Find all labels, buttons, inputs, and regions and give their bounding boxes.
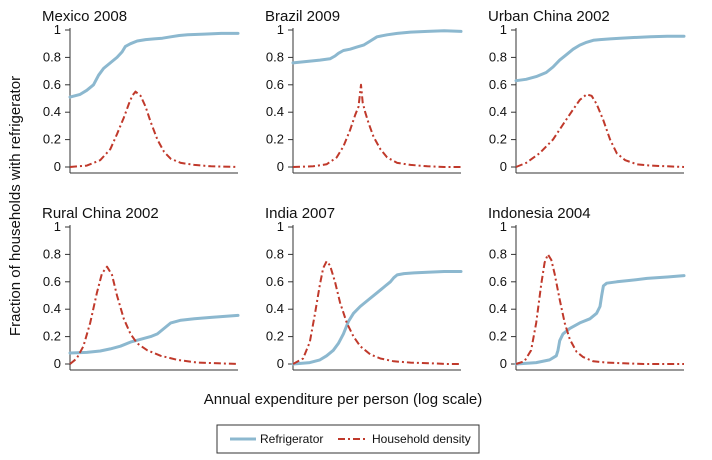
- y-tick-label: 0.6: [266, 77, 284, 92]
- x-axis-title: Annual expenditure per person (log scale…: [204, 391, 483, 408]
- panel-2: Brazil 2009 0 0.2 0.4 0.6 0.8 1: [265, 8, 463, 174]
- y-tick-label: 0.8: [43, 49, 61, 64]
- y-tick-label: 0.2: [266, 132, 284, 147]
- legend: Refrigerator Household density: [216, 424, 480, 454]
- y-tick-label: 0: [500, 159, 507, 174]
- series-refrigerator: [68, 31, 240, 99]
- y-tick-label: 0.4: [43, 104, 61, 119]
- y-tick-label: 0: [277, 356, 284, 371]
- y-tick-label: 0.2: [43, 132, 61, 147]
- panel-title: Mexico 2008: [42, 8, 127, 25]
- series-household-density: [69, 90, 239, 168]
- series-household-density: [515, 93, 685, 168]
- series-refrigerator: [291, 270, 463, 366]
- y-tick-label: 0.8: [266, 246, 284, 261]
- y-tick-label: 0: [54, 356, 61, 371]
- panel-title: Rural China 2002: [42, 205, 159, 222]
- panel-3: Urban China 2002 0 0.2 0.4 0.6 0.8 1: [488, 8, 686, 174]
- series-refrigerator: [291, 29, 463, 65]
- y-tick-label: 0.6: [489, 274, 507, 289]
- y-tick-label: 1: [54, 22, 61, 37]
- series-refrigerator: [514, 274, 686, 366]
- legend-label-household-density: Household density: [372, 432, 471, 446]
- y-tick-label: 0.6: [266, 274, 284, 289]
- panel-title: Indonesia 2004: [488, 205, 591, 222]
- y-tick-label: 0.6: [489, 77, 507, 92]
- panel-title: Urban China 2002: [488, 8, 610, 25]
- y-tick-label: 0: [500, 356, 507, 371]
- series-refrigerator: [68, 313, 240, 355]
- series-household-density: [515, 253, 684, 365]
- y-tick-label: 0.2: [489, 329, 507, 344]
- y-tick-label: 1: [54, 219, 61, 234]
- y-tick-label: 0: [277, 159, 284, 174]
- y-tick-label: 0.2: [43, 329, 61, 344]
- panel-4: Rural China 2002 0 0.2 0.4 0.6 0.8 1: [42, 205, 240, 371]
- panel-1: Mexico 2008 0 0.2 0.4 0.6 0.8 1: [42, 8, 240, 174]
- y-tick-label: 0.6: [43, 274, 61, 289]
- y-axis-title: Fraction of households with refrigerator: [7, 76, 24, 336]
- series-household-density: [69, 265, 239, 365]
- y-tick-label: 0: [54, 159, 61, 174]
- y-tick-label: 1: [500, 22, 507, 37]
- y-tick-label: 0.2: [266, 329, 284, 344]
- y-tick-label: 1: [277, 219, 284, 234]
- y-tick-label: 0.4: [489, 301, 507, 316]
- y-tick-label: 0.4: [266, 104, 284, 119]
- y-tick-label: 0.4: [266, 301, 284, 316]
- panel-5: India 2007 0 0.2 0.4 0.6 0.8 1: [265, 205, 463, 371]
- y-tick-label: 0.8: [489, 49, 507, 64]
- y-tick-label: 1: [277, 22, 284, 37]
- y-tick-label: 0.2: [489, 132, 507, 147]
- y-tick-label: 0.4: [43, 301, 61, 316]
- y-tick-label: 0.8: [43, 246, 61, 261]
- y-tick-label: 0.8: [266, 49, 284, 64]
- legend-label-refrigerator: Refrigerator: [260, 432, 323, 446]
- panel-title: Brazil 2009: [265, 8, 340, 25]
- series-household-density: [292, 83, 461, 168]
- panel-title: India 2007: [265, 205, 335, 222]
- y-tick-label: 1: [500, 219, 507, 234]
- series-refrigerator: [514, 34, 686, 83]
- panel-6: Indonesia 2004 0 0.2 0.4 0.6 0.8 1: [488, 205, 686, 371]
- y-tick-label: 0.4: [489, 104, 507, 119]
- y-tick-label: 0.6: [43, 77, 61, 92]
- y-tick-label: 0.8: [489, 246, 507, 261]
- series-household-density: [292, 260, 461, 365]
